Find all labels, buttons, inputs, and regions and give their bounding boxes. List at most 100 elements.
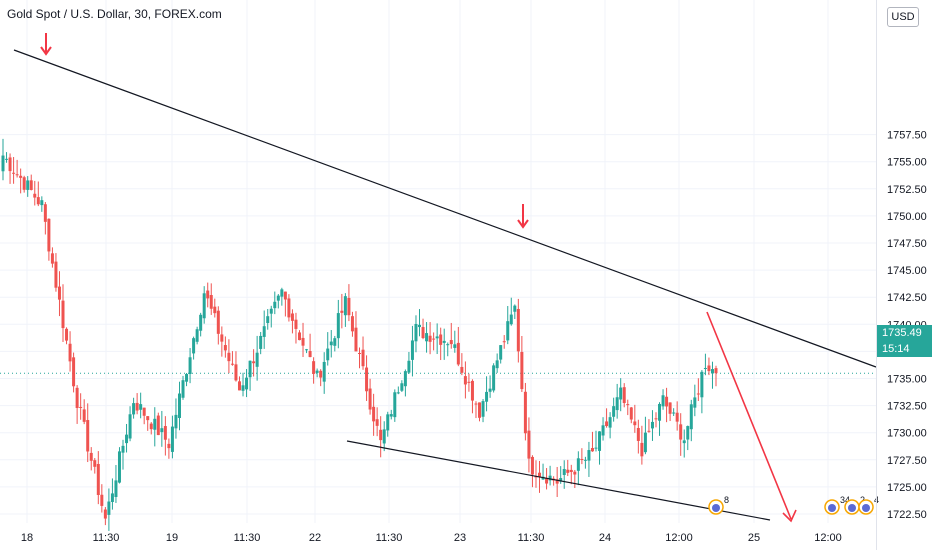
candle (185, 372, 189, 387)
event-badge[interactable]: 2 (844, 495, 865, 515)
candle-body (329, 341, 333, 346)
candle (121, 439, 125, 470)
candle (456, 326, 460, 367)
candle (654, 412, 658, 428)
candle-body (478, 402, 482, 418)
candle-body (573, 471, 577, 475)
candle-body (375, 419, 379, 426)
candle-body (474, 403, 478, 405)
candle-body (714, 368, 718, 374)
candle-body (167, 443, 171, 449)
time-tick-label: 25 (748, 532, 760, 544)
candle-body (65, 328, 69, 341)
candle-body (368, 388, 372, 410)
candle (128, 406, 132, 442)
candle (590, 431, 594, 452)
candle (622, 383, 626, 408)
candle (470, 379, 474, 414)
candle-body (545, 478, 549, 484)
candle (297, 330, 301, 341)
candle-body (128, 414, 132, 439)
price-tick-label: 1722.50 (887, 509, 927, 521)
candle (668, 402, 672, 422)
candle (103, 507, 107, 526)
time-tick-label: 23 (454, 532, 466, 544)
grid (0, 0, 876, 523)
candle-body (576, 458, 580, 471)
event-badges[interactable]: 83424 (708, 495, 879, 515)
candle-body (305, 349, 309, 351)
candle-body (703, 367, 707, 369)
candle-body (598, 431, 602, 451)
candle-body (523, 391, 527, 434)
candle-body (470, 380, 474, 401)
candle-body (220, 334, 224, 342)
candle-body (513, 305, 517, 312)
candle-body (312, 361, 316, 374)
candle-body (276, 295, 280, 301)
candle (269, 305, 273, 328)
time-tick-label: 19 (166, 532, 178, 544)
candle-body (396, 392, 400, 394)
candle (89, 447, 93, 471)
candle-body (19, 175, 23, 178)
candle-body (22, 177, 26, 190)
down-arrow-1-head (40, 46, 52, 56)
candle-body (661, 395, 665, 407)
candle (312, 357, 316, 384)
candle (418, 309, 422, 337)
candle (86, 403, 90, 463)
event-badge-count: 34 (840, 495, 850, 505)
candle (33, 180, 37, 206)
candle-body (502, 341, 506, 343)
candle (605, 408, 609, 428)
candle (114, 465, 118, 503)
candle (12, 157, 16, 184)
candle (453, 330, 457, 353)
candle-body (562, 469, 566, 475)
candle-body (650, 421, 654, 429)
candle (199, 312, 203, 337)
time-tick-label: 11:30 (518, 532, 545, 544)
candle-body (96, 463, 100, 496)
candle (276, 294, 280, 309)
candle (601, 417, 605, 441)
candle-body (446, 344, 450, 346)
price-tick-label: 1727.50 (887, 455, 927, 467)
event-badge[interactable]: 8 (708, 495, 729, 515)
candle-body (449, 340, 453, 345)
candle (36, 181, 40, 207)
candle (393, 389, 397, 422)
candle-body (365, 367, 369, 392)
candle (294, 312, 298, 344)
candle (188, 348, 192, 384)
flag-icon (848, 504, 856, 512)
candle-body (633, 421, 637, 426)
candle (576, 451, 580, 486)
candle-body (153, 418, 157, 430)
currency-button[interactable]: USD (887, 7, 919, 27)
candle-body (227, 352, 231, 362)
candle (132, 397, 136, 419)
candle-body (142, 407, 146, 416)
candle-body (255, 352, 259, 367)
candle-body (43, 204, 47, 222)
candle-body (86, 420, 90, 452)
candle-body (15, 174, 19, 176)
candle-body (481, 401, 485, 417)
candle-body (209, 295, 213, 309)
candle-body (301, 337, 305, 346)
candle-body (230, 363, 234, 365)
candle (72, 352, 76, 393)
bar-countdown: 15:14 (882, 343, 910, 355)
candle (227, 339, 231, 374)
price-tick-label: 1755.00 (887, 157, 927, 169)
event-badge[interactable]: 34 (824, 495, 850, 515)
candle-body (643, 432, 647, 453)
candle-body (121, 445, 125, 453)
candle-body (418, 324, 422, 328)
candle (273, 291, 277, 315)
candle-body (199, 314, 203, 331)
